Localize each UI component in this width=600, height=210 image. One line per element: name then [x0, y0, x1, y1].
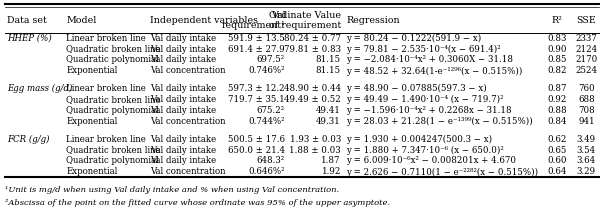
Text: Ordinate Value
of requirement: Ordinate Value of requirement — [269, 11, 341, 30]
Text: 0.744%²: 0.744%² — [248, 117, 285, 126]
Text: 49.41: 49.41 — [316, 106, 341, 115]
Text: 0.65: 0.65 — [547, 146, 566, 155]
Text: Val daily intake: Val daily intake — [150, 55, 217, 64]
Text: Exponential: Exponential — [66, 167, 118, 176]
Text: 2170: 2170 — [575, 55, 598, 64]
Text: 1.88 ± 0.03: 1.88 ± 0.03 — [289, 146, 341, 155]
Text: 708: 708 — [578, 106, 595, 115]
Text: 0.62: 0.62 — [547, 135, 566, 143]
Text: Val daily intake: Val daily intake — [150, 146, 217, 155]
Text: 0.746%²: 0.746%² — [248, 67, 285, 75]
Text: Val daily intake: Val daily intake — [150, 135, 217, 143]
Text: 0.85: 0.85 — [547, 55, 566, 64]
Text: 1.92: 1.92 — [322, 167, 341, 176]
Text: Linear broken line: Linear broken line — [66, 135, 146, 143]
Text: 648.3²: 648.3² — [257, 156, 285, 165]
Text: Egg mass (g/d): Egg mass (g/d) — [7, 84, 73, 93]
Text: Quadratic polynomial: Quadratic polynomial — [66, 55, 159, 64]
Text: y = 80.24 − 0.1222(591.9 − x): y = 80.24 − 0.1222(591.9 − x) — [346, 33, 481, 43]
Text: Val concentration: Val concentration — [150, 167, 226, 176]
Text: 675.2²: 675.2² — [257, 106, 285, 115]
Text: 0.83: 0.83 — [547, 34, 566, 43]
Text: 0.87: 0.87 — [547, 84, 566, 93]
Text: y = 48.52 + 32.64(1-e⁻¹²⁹⁶(x − 0.515%)): y = 48.52 + 32.64(1-e⁻¹²⁹⁶(x − 0.515%)) — [346, 66, 523, 76]
Text: 0.82: 0.82 — [547, 67, 566, 75]
Text: Val concentration: Val concentration — [150, 117, 226, 126]
Text: FCR (g/g): FCR (g/g) — [7, 134, 50, 144]
Text: y = 79.81 − 2.535·10⁻⁴(x − 691.4)²: y = 79.81 − 2.535·10⁻⁴(x − 691.4)² — [346, 45, 501, 54]
Text: HHEP (%): HHEP (%) — [7, 34, 52, 43]
Text: Val concentration: Val concentration — [150, 67, 226, 75]
Text: 81.15: 81.15 — [316, 67, 341, 75]
Text: 691.4 ± 27.9: 691.4 ± 27.9 — [228, 45, 285, 54]
Text: y = −2.084·10⁻⁴x² + 0.3060X − 31.18: y = −2.084·10⁻⁴x² + 0.3060X − 31.18 — [346, 55, 513, 64]
Text: SSE: SSE — [577, 16, 596, 25]
Text: 2524: 2524 — [575, 67, 598, 75]
Text: y = 2.626 − 0.7110(1 − e⁻²²⁸²(x − 0.515%)): y = 2.626 − 0.7110(1 − e⁻²²⁸²(x − 0.515%… — [346, 167, 538, 177]
Text: y = −1.596·10⁻⁴x² + 0.2268x − 31.18: y = −1.596·10⁻⁴x² + 0.2268x − 31.18 — [346, 106, 512, 115]
Text: 0.88: 0.88 — [547, 106, 566, 115]
Text: Val daily intake: Val daily intake — [150, 84, 217, 93]
Text: Linear broken line: Linear broken line — [66, 84, 146, 93]
Text: Exponential: Exponential — [66, 67, 118, 75]
Text: 0.92: 0.92 — [547, 95, 566, 104]
Text: y = 6.009·10⁻⁶x² − 0.008201x + 4.670: y = 6.009·10⁻⁶x² − 0.008201x + 4.670 — [346, 156, 516, 165]
Text: 760: 760 — [578, 84, 595, 93]
Text: Val daily intake: Val daily intake — [150, 34, 217, 43]
Text: y = 1.930 + 0.004247(500.3 − x): y = 1.930 + 0.004247(500.3 − x) — [346, 134, 493, 144]
Text: y = 28.03 + 21.28(1 − e⁻¹³⁹⁹(x − 0.515%)): y = 28.03 + 21.28(1 − e⁻¹³⁹⁹(x − 0.515%)… — [346, 117, 533, 126]
Text: 941: 941 — [578, 117, 595, 126]
Text: Val daily intake: Val daily intake — [150, 95, 217, 104]
Text: 0.90: 0.90 — [547, 45, 566, 54]
Text: y = 49.49 − 1.490·10⁻⁴ (x − 719.7)²: y = 49.49 − 1.490·10⁻⁴ (x − 719.7)² — [346, 95, 503, 104]
Text: 0.646%²: 0.646%² — [248, 167, 285, 176]
Text: Exponential: Exponential — [66, 117, 118, 126]
Text: 0.60: 0.60 — [547, 156, 566, 165]
Text: ²Abscissa of the point on the fitted curve whose ordinate was 95% of the upper a: ²Abscissa of the point on the fitted cur… — [5, 199, 390, 207]
Text: Val daily intake: Val daily intake — [150, 156, 217, 165]
Text: 49.49 ± 0.52: 49.49 ± 0.52 — [284, 95, 341, 104]
Text: Quadratic polynomial: Quadratic polynomial — [66, 156, 159, 165]
Text: Val daily intake: Val daily intake — [150, 45, 217, 54]
Text: 1.93 ± 0.03: 1.93 ± 0.03 — [290, 135, 341, 143]
Text: 688: 688 — [578, 95, 595, 104]
Text: R²: R² — [551, 16, 562, 25]
Text: Model: Model — [66, 16, 97, 25]
Text: Quadratic polynomial: Quadratic polynomial — [66, 106, 159, 115]
Text: Val daily intake: Val daily intake — [150, 106, 217, 115]
Text: 697.5²: 697.5² — [257, 55, 285, 64]
Text: Quadratic broken line: Quadratic broken line — [66, 95, 161, 104]
Text: Quadratic broken line: Quadratic broken line — [66, 45, 161, 54]
Text: Data set: Data set — [7, 16, 47, 25]
Text: y = 1.880 + 7.347·10⁻⁶ (x − 650.0)²: y = 1.880 + 7.347·10⁻⁶ (x − 650.0)² — [346, 146, 504, 155]
Text: Independent variables: Independent variables — [150, 16, 258, 25]
Text: 2124: 2124 — [575, 45, 598, 54]
Text: 3.54: 3.54 — [577, 146, 596, 155]
Text: 3.64: 3.64 — [577, 156, 596, 165]
Text: 500.5 ± 17.6: 500.5 ± 17.6 — [228, 135, 285, 143]
Text: 591.9 ± 13.5: 591.9 ± 13.5 — [228, 34, 285, 43]
Text: 0.84: 0.84 — [547, 117, 566, 126]
Text: 2337: 2337 — [575, 34, 597, 43]
Text: y = 48.90 − 0.07885(597.3 − x): y = 48.90 − 0.07885(597.3 − x) — [346, 84, 487, 93]
Text: 0.64: 0.64 — [547, 167, 566, 176]
Text: Regression: Regression — [346, 16, 400, 25]
Text: 1.87: 1.87 — [321, 156, 341, 165]
Text: 81.15: 81.15 — [316, 55, 341, 64]
Text: Linear broken line: Linear broken line — [66, 34, 146, 43]
Text: 79.81 ± 0.83: 79.81 ± 0.83 — [284, 45, 341, 54]
Text: 597.3 ± 12.2: 597.3 ± 12.2 — [228, 84, 285, 93]
Text: 48.90 ± 0.44: 48.90 ± 0.44 — [284, 84, 341, 93]
Text: 719.7 ± 35.1: 719.7 ± 35.1 — [228, 95, 285, 104]
Text: Val
requirement¹: Val requirement¹ — [221, 11, 286, 30]
Text: Quadratic broken line: Quadratic broken line — [66, 146, 161, 155]
Text: 650.0 ± 21.4: 650.0 ± 21.4 — [228, 146, 285, 155]
Text: 3.29: 3.29 — [577, 167, 596, 176]
Text: 49.31: 49.31 — [316, 117, 341, 126]
Text: 3.49: 3.49 — [577, 135, 596, 143]
Text: 80.24 ± 0.77: 80.24 ± 0.77 — [284, 34, 341, 43]
Text: ¹Unit is mg/d when using Val daily intake and % when using Val concentration.: ¹Unit is mg/d when using Val daily intak… — [5, 186, 339, 194]
